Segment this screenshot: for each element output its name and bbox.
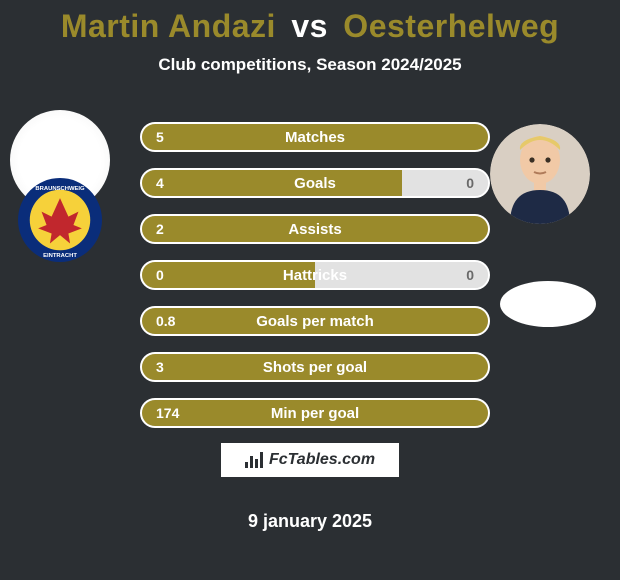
stat-bar-left-value: 3 xyxy=(156,354,164,380)
stat-bar-left-value: 4 xyxy=(156,170,164,196)
club-crest-placeholder-icon xyxy=(500,256,596,352)
stat-bars: Matches5Goals40Assists2Hattricks00Goals … xyxy=(140,122,490,444)
stat-bar: Hattricks00 xyxy=(140,260,490,290)
stat-bar-left-fill xyxy=(142,216,488,242)
stat-bar-right-fill xyxy=(402,170,489,196)
club-logo-player1: BRAUNSCHWEIG EINTRACHT xyxy=(18,178,102,262)
stat-bar-left-fill xyxy=(142,354,488,380)
stat-bar-right-value: 0 xyxy=(466,170,474,196)
stat-bar-left-value: 0 xyxy=(156,262,164,288)
stat-bar-left-fill xyxy=(142,124,488,150)
stat-bar-left-fill xyxy=(142,262,315,288)
stat-bar-left-value: 5 xyxy=(156,124,164,150)
comparison-infographic: Martin Andazi vs Oesterhelweg Club compe… xyxy=(0,0,620,580)
title-player2: Oesterhelweg xyxy=(343,8,559,44)
branding-label: FcTables.com xyxy=(269,451,375,469)
stat-bar-left-fill xyxy=(142,400,488,426)
svg-text:BRAUNSCHWEIG: BRAUNSCHWEIG xyxy=(35,186,85,192)
stat-bar: Assists2 xyxy=(140,214,490,244)
title-vs: vs xyxy=(291,8,328,44)
date-label: 9 january 2025 xyxy=(0,511,620,532)
stat-bar: Shots per goal3 xyxy=(140,352,490,382)
branding-box: FcTables.com xyxy=(220,442,400,478)
title-player1: Martin Andazi xyxy=(61,8,276,44)
svg-text:EINTRACHT: EINTRACHT xyxy=(43,253,77,259)
page-title: Martin Andazi vs Oesterhelweg xyxy=(0,0,620,45)
stat-bar: Min per goal174 xyxy=(140,398,490,428)
stat-bar: Goals per match0.8 xyxy=(140,306,490,336)
stat-bar: Matches5 xyxy=(140,122,490,152)
club-logo-player2 xyxy=(500,256,596,352)
stat-bar: Goals40 xyxy=(140,168,490,198)
stat-bar-right-fill xyxy=(315,262,488,288)
bar-chart-icon xyxy=(245,452,263,468)
stat-bar-left-fill xyxy=(142,308,488,334)
avatar-player2 xyxy=(490,124,590,224)
stat-bar-right-value: 0 xyxy=(466,262,474,288)
stat-bar-left-value: 2 xyxy=(156,216,164,242)
eintracht-braunschweig-crest-icon: BRAUNSCHWEIG EINTRACHT xyxy=(18,178,102,262)
stat-bar-left-value: 174 xyxy=(156,400,179,426)
stat-bar-left-value: 0.8 xyxy=(156,308,175,334)
avatar-player2-photo xyxy=(490,124,590,224)
stat-bar-left-fill xyxy=(142,170,402,196)
subtitle: Club competitions, Season 2024/2025 xyxy=(0,55,620,75)
